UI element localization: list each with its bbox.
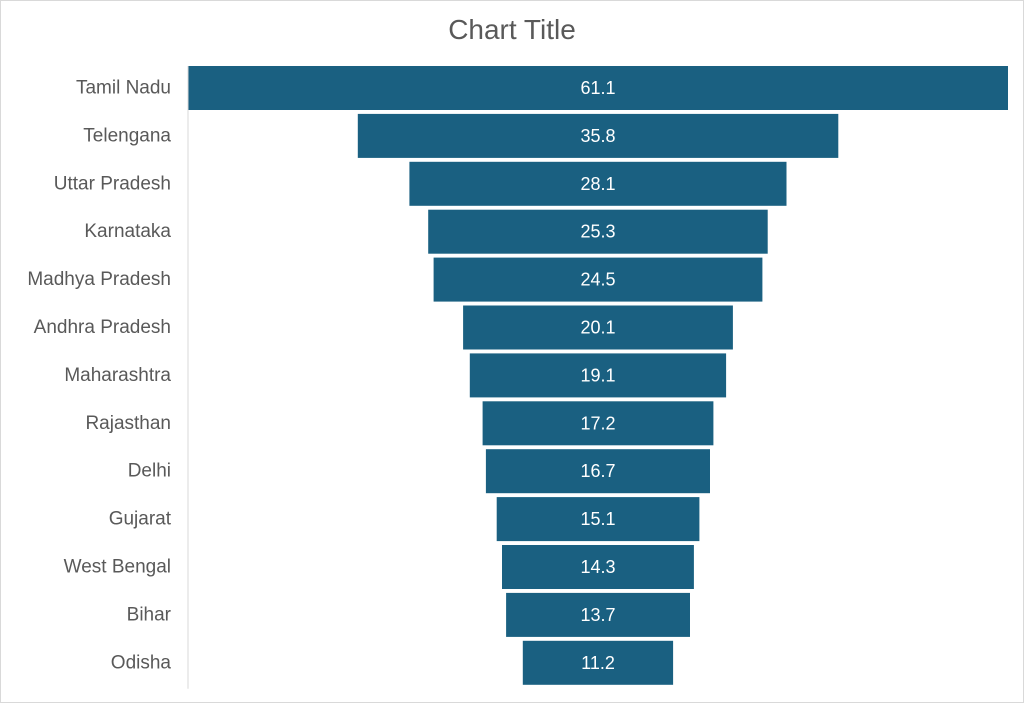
data-label: 35.8 bbox=[580, 126, 615, 146]
data-label: 20.1 bbox=[580, 318, 615, 338]
chart-title: Chart Title bbox=[448, 14, 576, 45]
funnel-bar bbox=[428, 209, 768, 254]
funnel-bar bbox=[506, 592, 690, 637]
category-label: Madhya Pradesh bbox=[27, 269, 171, 290]
data-label: 28.1 bbox=[580, 174, 615, 194]
funnel-bar bbox=[522, 640, 674, 685]
data-label: 16.7 bbox=[580, 461, 615, 481]
category-label: Karnataka bbox=[84, 221, 171, 242]
category-label: West Bengal bbox=[64, 557, 171, 578]
category-label: Andhra Pradesh bbox=[34, 317, 171, 338]
funnel-bar bbox=[463, 305, 733, 350]
category-label: Delhi bbox=[128, 461, 171, 482]
category-label: Maharashtra bbox=[64, 365, 171, 386]
funnel-bar bbox=[433, 257, 763, 302]
funnel-bar bbox=[469, 353, 727, 398]
category-label: Odisha bbox=[111, 652, 172, 673]
funnel-bar bbox=[188, 66, 1008, 110]
data-label: 14.3 bbox=[580, 557, 615, 577]
category-label: Gujarat bbox=[109, 509, 172, 530]
funnel-bar bbox=[496, 497, 700, 542]
funnel-bar bbox=[502, 545, 694, 589]
category-label: Telengana bbox=[83, 125, 171, 146]
data-label: 11.2 bbox=[581, 653, 615, 673]
funnel-bar bbox=[409, 161, 787, 206]
category-label: Tamil Nadu bbox=[76, 78, 171, 99]
data-label: 24.5 bbox=[580, 270, 615, 290]
labels-layer: 61.1 Tamil Nadu 35.8 Telengana 28.1 Uttar Pra… bbox=[27, 78, 615, 674]
funnel-bar bbox=[357, 113, 839, 158]
category-label: Rajasthan bbox=[85, 413, 171, 434]
data-label: 13.7 bbox=[580, 605, 615, 625]
data-label: 19.1 bbox=[580, 365, 615, 385]
funnel-bar bbox=[482, 401, 714, 446]
category-label: Bihar bbox=[127, 604, 172, 625]
data-label: 61.1 bbox=[580, 78, 615, 98]
category-label: Uttar Pradesh bbox=[54, 173, 171, 194]
funnel-bar bbox=[485, 449, 710, 494]
data-label: 15.1 bbox=[580, 509, 615, 529]
data-label: 17.2 bbox=[580, 413, 615, 433]
data-label: 25.3 bbox=[580, 222, 615, 242]
bars-layer bbox=[188, 66, 1008, 685]
